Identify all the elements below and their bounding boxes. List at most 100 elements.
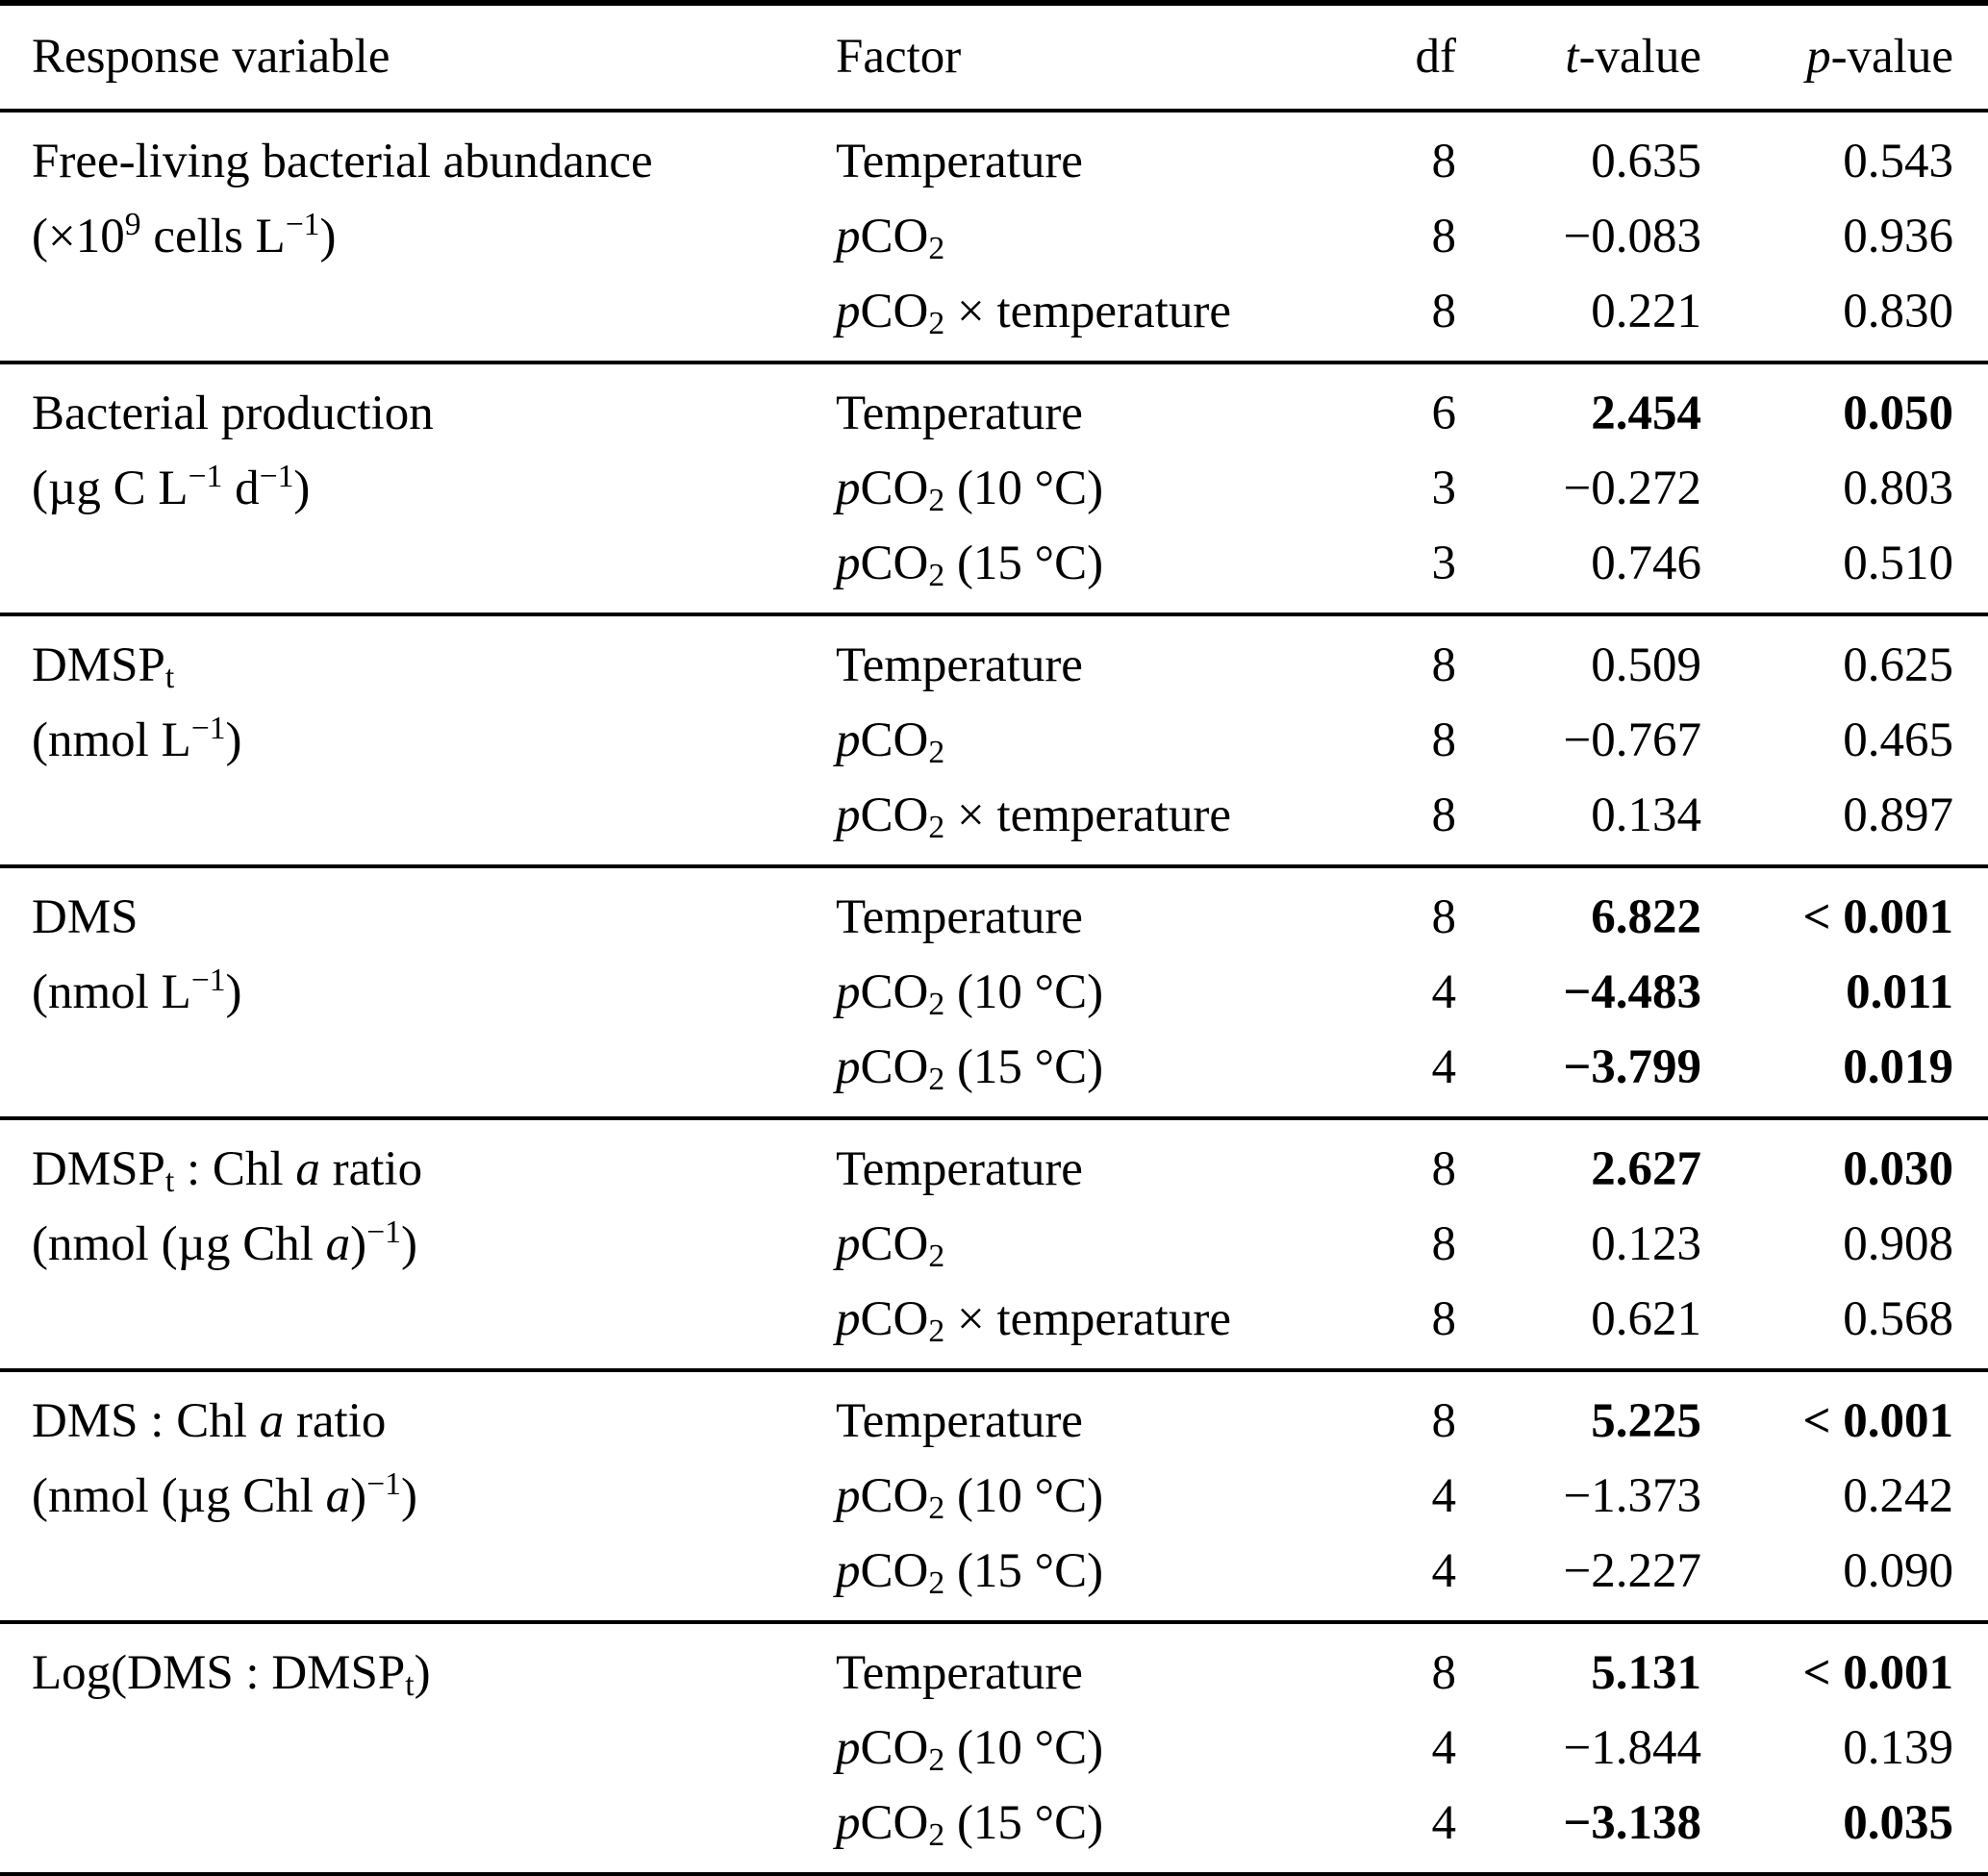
group-separator-rule [0,1620,1988,1624]
factor-cell: Temperature [836,387,1083,440]
t-value-cell: −1.844 [1563,1721,1701,1775]
table-row: pCO2 × temperature 8 0.621 0.568 [836,1282,1988,1357]
factor-cell: pCO2 × temperature [836,285,1231,342]
variable-group-body: Free-living bacterial abundance (×109 ce… [0,113,1988,361]
variable-group-body: DMSPt (nmol L−1) Temperature 8 0.509 0.6… [0,616,1988,864]
table-row: Temperature 8 0.635 0.543 [836,124,1988,199]
response-variable-cell: DMSPt : Chl a ratio [32,1142,423,1200]
t-value-cell: 0.746 [1591,537,1701,590]
variable-group: Bacterial production (µg C L−1 d−1) Temp… [0,364,1988,616]
t-value-cell: −4.483 [1563,965,1701,1019]
p-value-cell: 0.510 [1843,537,1953,590]
response-variable-cell: Log(DMS : DMSPt) [32,1646,431,1704]
t-value-cell: −0.272 [1563,462,1701,515]
header-t-value: t-value [1565,30,1701,84]
df-cell: 4 [1431,1796,1457,1850]
factor-cell: Temperature [836,1142,1083,1196]
factor-cell: pCO2 × temperature [836,1292,1231,1350]
response-variable-column: Log(DMS : DMSPt) [32,1636,836,1861]
p-value-cell: 0.568 [1843,1292,1953,1346]
factor-cell: pCO2 (15 °C) [836,537,1104,594]
df-cell: 3 [1431,537,1457,590]
p-value-cell: 0.035 [1843,1796,1953,1850]
variable-group-body: DMS (nmol L−1) Temperature 8 6.822 < 0.0… [0,868,1988,1116]
response-unit-cell: (nmol L−1) [32,962,242,1019]
group-separator-rule [0,613,1988,616]
t-value-cell: −1.373 [1563,1469,1701,1523]
table-row: pCO2 8 0.123 0.908 [836,1207,1988,1282]
df-cell: 3 [1431,462,1457,515]
variable-group: DMSPt (nmol L−1) Temperature 8 0.509 0.6… [0,616,1988,868]
t-value-cell: 0.635 [1591,135,1701,188]
p-value-cell: 0.090 [1843,1544,1953,1598]
factor-cell: pCO2 × temperature [836,788,1231,846]
p-value-cell: 0.625 [1843,638,1953,692]
df-cell: 4 [1431,965,1457,1019]
response-variable-cell: Free-living bacterial abundance [32,135,653,188]
factor-cell: pCO2 (10 °C) [836,1469,1104,1527]
t-value-cell: 0.221 [1591,285,1701,338]
t-value-cell: −3.138 [1563,1796,1701,1850]
variable-group-body: Bacterial production (µg C L−1 d−1) Temp… [0,364,1988,613]
factor-cell: pCO2 (10 °C) [836,1721,1104,1779]
df-cell: 4 [1431,1544,1457,1598]
df-cell: 8 [1431,1217,1457,1271]
variable-group-body: DMSPt : Chl a ratio (nmol (µg Chl a)−1) … [0,1120,1988,1368]
table-row: Temperature 6 2.454 0.050 [836,376,1988,451]
t-value-cell: 0.509 [1591,638,1701,692]
df-cell: 8 [1431,1142,1457,1196]
df-cell: 8 [1431,1394,1457,1448]
df-cell: 8 [1431,1292,1457,1346]
group-rows: Temperature 8 5.225 < 0.001 pCO2 (10 °C)… [836,1384,1988,1609]
response-variable-column: Bacterial production (µg C L−1 d−1) [32,376,836,601]
group-rows: Temperature 6 2.454 0.050 pCO2 (10 °C) 3… [836,376,1988,601]
response-unit-cell: (nmol L−1) [32,710,242,767]
variable-group-body: Log(DMS : DMSPt) Temperature 8 5.131 < 0… [0,1624,1988,1872]
response-variable-cell: Bacterial production [32,387,434,440]
table-row: Temperature 8 5.131 < 0.001 [836,1636,1988,1711]
response-variable-cell: DMSPt [32,638,175,696]
p-value-cell: 0.936 [1843,210,1953,263]
group-rows: Temperature 8 2.627 0.030 pCO2 8 0.123 0… [836,1132,1988,1357]
response-variable-column: Free-living bacterial abundance (×109 ce… [32,124,836,349]
p-value-cell: 0.019 [1843,1040,1953,1094]
t-value-cell: 0.134 [1591,788,1701,842]
df-cell: 4 [1431,1721,1457,1775]
variable-group: DMS (nmol L−1) Temperature 8 6.822 < 0.0… [0,868,1988,1120]
t-value-cell: −0.767 [1563,713,1701,767]
factor-cell: Temperature [836,890,1083,944]
group-separator-rule [0,864,1988,868]
header-separator-rule [0,109,1988,113]
t-value-cell: −3.799 [1563,1040,1701,1094]
factor-cell: Temperature [836,135,1083,188]
header-factor: Factor [836,30,962,84]
group-separator-rule [0,1116,1988,1120]
table-row: pCO2 (15 °C) 4 −2.227 0.090 [836,1534,1988,1609]
df-cell: 8 [1431,713,1457,767]
factor-cell: Temperature [836,1394,1083,1448]
df-cell: 8 [1431,788,1457,842]
response-variable-column: DMSPt (nmol L−1) [32,628,836,853]
factor-cell: pCO2 [836,713,945,771]
group-rows: Temperature 8 0.635 0.543 pCO2 8 −0.083 … [836,124,1988,349]
df-cell: 8 [1431,638,1457,692]
p-value-cell: 0.897 [1843,788,1953,842]
header-p-value: p-value [1806,30,1953,84]
variable-group-body: DMS : Chl a ratio (nmol (µg Chl a)−1) Te… [0,1372,1988,1620]
t-value-cell: 0.621 [1591,1292,1701,1346]
factor-cell: pCO2 (10 °C) [836,965,1104,1023]
response-variable-cell: DMS [32,890,138,944]
response-unit-cell: (nmol (µg Chl a)−1) [32,1465,417,1523]
factor-cell: Temperature [836,1646,1083,1700]
p-value-cell: 0.242 [1843,1469,1953,1523]
group-separator-rule [0,1368,1988,1372]
variable-group: DMSPt : Chl a ratio (nmol (µg Chl a)−1) … [0,1120,1988,1372]
table-row: pCO2 × temperature 8 0.134 0.897 [836,778,1988,853]
variable-group: DMS : Chl a ratio (nmol (µg Chl a)−1) Te… [0,1372,1988,1624]
table-row: pCO2 × temperature 8 0.221 0.830 [836,274,1988,349]
factor-cell: pCO2 (10 °C) [836,462,1104,519]
df-cell: 8 [1431,210,1457,263]
table-row: pCO2 (10 °C) 3 −0.272 0.803 [836,451,1988,526]
df-cell: 6 [1431,387,1457,440]
